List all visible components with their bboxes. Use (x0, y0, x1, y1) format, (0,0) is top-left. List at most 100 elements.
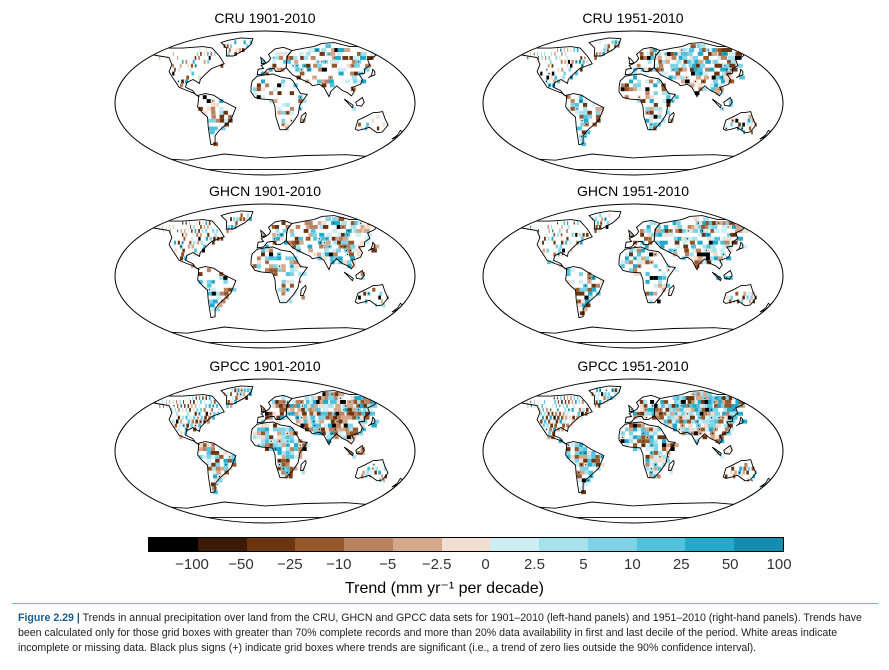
trend-grid-cell (547, 63, 550, 68)
significance-marker (654, 53, 657, 55)
trend-grid-cell (280, 67, 285, 72)
trend-grid-cell (194, 248, 197, 253)
trend-grid-cell (219, 114, 225, 119)
trend-grid-cell (190, 63, 193, 68)
trend-grid-cell (703, 75, 709, 80)
significance-marker (236, 393, 238, 395)
trend-grid-cell (176, 400, 178, 404)
trend-grid-cell (313, 427, 318, 432)
trend-grid-cell (308, 248, 313, 253)
significance-marker (584, 57, 586, 59)
significance-marker (346, 409, 348, 411)
trend-grid-cell (687, 419, 692, 424)
trend-grid-cell (212, 470, 218, 475)
trend-grid-cell (691, 400, 697, 404)
trend-grid-cell (633, 75, 637, 80)
trend-grid-cell (205, 396, 207, 400)
significance-marker (344, 405, 346, 407)
trend-grid-cell (546, 232, 548, 237)
colorbar-swatch (734, 538, 783, 551)
significance-marker (286, 401, 289, 403)
trend-grid-cell (715, 423, 721, 428)
coastline (711, 271, 722, 282)
trend-grid-cell (209, 130, 215, 135)
trend-grid-cell (281, 462, 286, 467)
trend-grid-cell (256, 431, 261, 436)
trend-grid-cell (681, 411, 687, 416)
trend-grid-cell (246, 388, 250, 393)
trend-grid-cell (354, 411, 360, 416)
trend-grid-cell (325, 44, 331, 49)
map-frame (482, 30, 784, 176)
trend-grid-cell (706, 392, 713, 397)
trend-grid-cell (574, 103, 579, 107)
significance-marker (654, 253, 656, 255)
trend-grid-cell (712, 407, 719, 412)
trend-grid-cell (661, 462, 666, 467)
trend-grid-cell (561, 52, 563, 56)
trend-grid-cell (570, 423, 573, 428)
trend-grid-cell (186, 423, 190, 428)
trend-grid-cell (583, 118, 589, 123)
trend-grid-cell (687, 59, 693, 64)
trend-grid-cell (671, 404, 677, 408)
figure-number: Figure 2.29 | (18, 612, 80, 624)
trend-grid-cell (281, 396, 286, 400)
trend-grid-cell (550, 423, 553, 428)
colorbar-tick-label: 5 (579, 556, 588, 573)
trend-grid-cell (722, 48, 729, 52)
trend-grid-cell (564, 407, 567, 412)
trend-grid-cell (582, 407, 585, 412)
trend-grid-cell (272, 404, 276, 408)
trend-grid-cell (647, 407, 652, 412)
significance-marker (266, 448, 268, 450)
trend-grid-cell (649, 431, 654, 436)
significance-marker (724, 53, 726, 55)
trend-grid-cell (304, 423, 309, 428)
significance-marker (556, 397, 559, 399)
significance-marker (301, 405, 304, 407)
trend-grid-cell (599, 40, 602, 45)
trend-grid-cell (211, 415, 215, 420)
trend-grid-cell (347, 439, 353, 444)
significance-marker (667, 456, 669, 458)
trend-grid-cell (317, 79, 322, 84)
trend-grid-cell (655, 240, 660, 245)
trend-grid-cell (367, 56, 374, 60)
trend-grid-cell (382, 122, 385, 127)
colorbar-tick-label: −2.5 (421, 556, 452, 573)
significance-marker (743, 297, 745, 299)
trend-grid-cell (159, 229, 161, 233)
trend-grid-cell (333, 240, 339, 245)
significance-marker (581, 120, 583, 122)
trend-grid-cell (186, 75, 190, 80)
trend-grid-cell (728, 404, 735, 408)
significance-marker (278, 253, 280, 255)
significance-marker (605, 389, 607, 391)
trend-grid-cell (628, 435, 633, 440)
trend-grid-cell (670, 63, 675, 68)
trend-grid-cell (373, 244, 380, 249)
trend-grid-cell (275, 229, 280, 233)
trend-grid-cell (727, 75, 733, 80)
trend-grid-cell (352, 56, 359, 60)
trend-grid-cell (299, 71, 305, 76)
trend-grid-cell (637, 256, 642, 261)
trend-grid-cell (598, 52, 602, 56)
trend-grid-cell (176, 419, 179, 424)
significance-marker (203, 421, 206, 423)
trend-grid-cell (680, 407, 685, 412)
trend-grid-cell (566, 56, 568, 60)
trend-grid-cell (706, 419, 712, 424)
trend-grid-cell (361, 411, 368, 416)
trend-grid-cell (219, 110, 224, 115)
significance-marker (330, 393, 333, 395)
trend-grid-cell (689, 229, 695, 233)
significance-marker (698, 65, 700, 67)
trend-grid-cell (702, 48, 708, 52)
trend-grid-cell (554, 52, 556, 56)
trend-grid-cell (321, 396, 327, 400)
trend-grid-cell (318, 67, 323, 72)
trend-grid-cell (202, 443, 207, 448)
trend-grid-cell (333, 431, 339, 436)
